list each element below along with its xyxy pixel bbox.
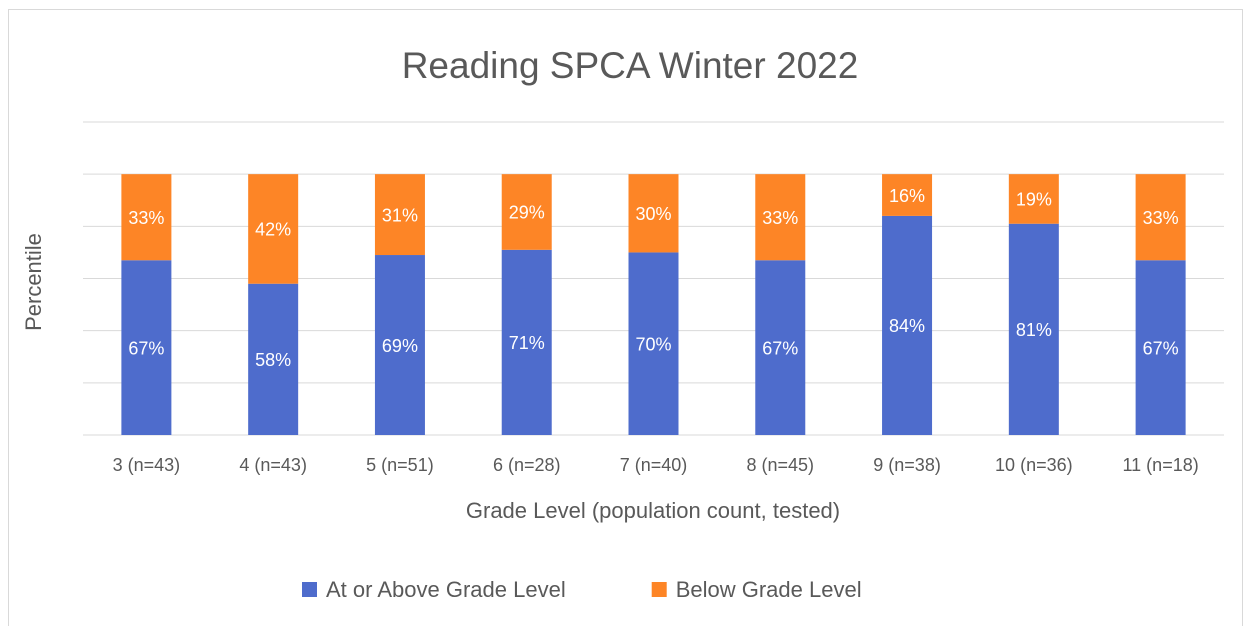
data-label: 19% bbox=[1016, 190, 1052, 210]
x-tick-label: 3 (n=43) bbox=[113, 455, 181, 475]
data-label: 31% bbox=[382, 205, 418, 225]
data-label: 67% bbox=[1143, 338, 1179, 358]
bar-segment bbox=[882, 215, 933, 435]
data-label: 84% bbox=[889, 316, 925, 336]
data-label: 81% bbox=[1016, 320, 1052, 340]
x-tick-label: 7 (n=40) bbox=[620, 455, 688, 475]
data-label: 67% bbox=[128, 338, 164, 358]
chart-title: Reading SPCA Winter 2022 bbox=[402, 45, 859, 86]
data-label: 71% bbox=[509, 333, 545, 353]
bar-segment bbox=[501, 174, 552, 250]
x-tick-label: 4 (n=43) bbox=[239, 455, 307, 475]
bar-segment bbox=[882, 174, 933, 216]
legend-label: At or Above Grade Level bbox=[326, 577, 566, 602]
x-tick-label: 5 (n=51) bbox=[366, 455, 434, 475]
x-tick-label: 11 (n=18) bbox=[1123, 455, 1199, 475]
x-tick-label: 9 (n=38) bbox=[873, 455, 941, 475]
bar-segment bbox=[1135, 174, 1186, 261]
data-label: 33% bbox=[128, 208, 164, 228]
legend-swatch bbox=[302, 582, 317, 597]
bar-segment bbox=[1135, 260, 1186, 435]
bar-segment bbox=[248, 283, 299, 435]
legend-swatch bbox=[651, 582, 667, 597]
bar-segment bbox=[121, 260, 172, 435]
y-axis-title: Percentile bbox=[21, 233, 46, 331]
bar-segment bbox=[755, 174, 806, 261]
label-layer: 67% 33% 58% 42% 69% 31% 71% 29% 70% 30% 67% 33% 84% 1… bbox=[128, 186, 1178, 370]
x-axis-title: Grade Level (population count, tested) bbox=[466, 498, 840, 523]
bar-segment bbox=[628, 252, 679, 435]
bar-segment bbox=[755, 260, 806, 435]
x-tick-label: 10 (n=36) bbox=[995, 455, 1073, 475]
data-label: 29% bbox=[509, 203, 545, 223]
bar-segment bbox=[1008, 223, 1059, 435]
data-label: 58% bbox=[255, 350, 291, 370]
bar-segment bbox=[248, 174, 299, 284]
data-label: 33% bbox=[762, 208, 798, 228]
bar-segment bbox=[628, 174, 679, 253]
x-tick-label: 8 (n=45) bbox=[747, 455, 815, 475]
legend-label: Below Grade Level bbox=[676, 577, 862, 602]
data-label: 33% bbox=[1143, 208, 1179, 228]
data-label: 67% bbox=[762, 338, 798, 358]
data-label: 16% bbox=[889, 186, 925, 206]
data-label: 30% bbox=[635, 204, 671, 224]
data-label: 42% bbox=[255, 220, 291, 240]
bar-segment bbox=[1008, 174, 1059, 224]
bar-segment bbox=[121, 174, 172, 261]
bar-segment bbox=[374, 255, 425, 435]
data-label: 69% bbox=[382, 336, 418, 356]
bar-segment bbox=[501, 249, 552, 435]
x-tick-label: 6 (n=28) bbox=[493, 455, 561, 475]
bar-segment bbox=[374, 174, 425, 256]
data-label: 70% bbox=[635, 334, 671, 354]
